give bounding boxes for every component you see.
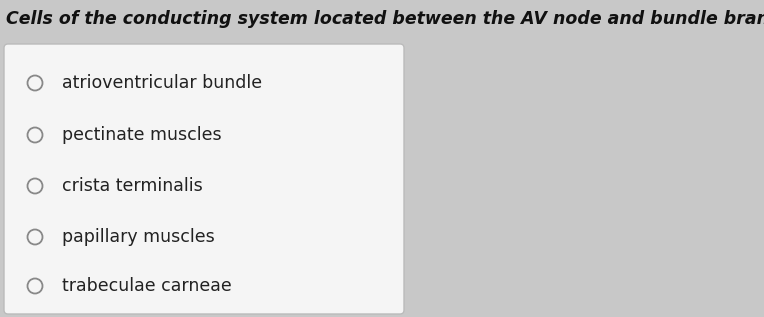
Text: Cells of the conducting system located between the AV node and bundle branches.: Cells of the conducting system located b…: [6, 10, 764, 28]
Text: pectinate muscles: pectinate muscles: [62, 126, 222, 144]
FancyBboxPatch shape: [4, 44, 404, 314]
Text: trabeculae carneae: trabeculae carneae: [62, 277, 231, 295]
Text: atrioventricular bundle: atrioventricular bundle: [62, 74, 262, 92]
Text: papillary muscles: papillary muscles: [62, 228, 215, 246]
Text: crista terminalis: crista terminalis: [62, 177, 202, 195]
